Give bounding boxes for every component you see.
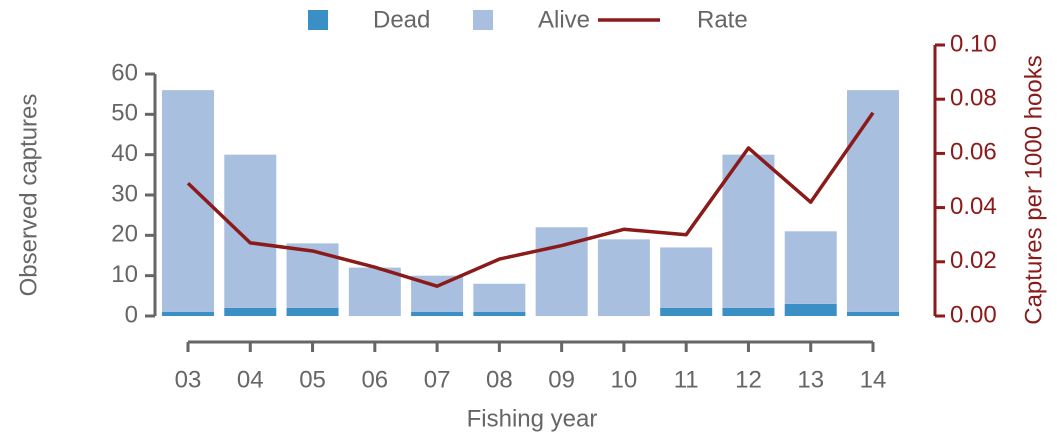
bar-segment xyxy=(847,90,899,312)
y2-tick-label: 0.04 xyxy=(950,193,997,220)
bar-segment xyxy=(224,154,277,308)
x-tick-label: 12 xyxy=(735,366,762,393)
bar-segment xyxy=(348,267,401,316)
y2-tick-label: 0.02 xyxy=(950,247,997,274)
bar-segment xyxy=(722,154,775,308)
bar-segment xyxy=(162,311,214,316)
bar-segment xyxy=(597,239,650,316)
y2-tick-label: 0.06 xyxy=(950,139,997,166)
y-tick-label: 40 xyxy=(111,140,138,167)
bar-segment xyxy=(660,247,713,308)
bar-segment xyxy=(784,303,837,316)
x-tick-label: 10 xyxy=(611,366,638,393)
x-tick-label: 09 xyxy=(548,366,575,393)
bar-segment xyxy=(224,307,277,316)
bar-segment xyxy=(286,307,339,316)
y-tick-label: 20 xyxy=(111,221,138,248)
legend-swatch xyxy=(308,10,328,30)
x-tick-label: 07 xyxy=(424,366,451,393)
x-tick-label: 14 xyxy=(860,366,887,393)
legend-swatch xyxy=(473,10,493,30)
bar-segment xyxy=(473,311,526,316)
bar-segment xyxy=(473,283,526,312)
legend-label: Rate xyxy=(697,6,748,33)
y2-tick-label: 0.10 xyxy=(950,30,997,57)
bar-segment xyxy=(660,307,713,316)
x-tick-label: 05 xyxy=(299,366,326,393)
x-tick-label: 04 xyxy=(237,366,264,393)
legend-label: Dead xyxy=(373,6,430,33)
bar-segment xyxy=(286,243,339,308)
bar-segment xyxy=(784,231,837,304)
y-tick-label: 0 xyxy=(125,301,138,328)
y2-axis-label: Captures per 1000 hooks xyxy=(1020,55,1047,325)
y-tick-label: 10 xyxy=(111,261,138,288)
x-tick-label: 11 xyxy=(674,366,699,393)
rate-line xyxy=(186,111,875,288)
y-tick-label: 30 xyxy=(111,180,138,207)
y-tick-label: 50 xyxy=(111,100,138,127)
x-tick-label: 08 xyxy=(486,366,513,393)
x-tick-label: 06 xyxy=(361,366,388,393)
legend-label: Alive xyxy=(538,6,590,33)
x-axis-label: Fishing year xyxy=(467,405,598,432)
bar-segment xyxy=(411,311,464,316)
bar-segment xyxy=(847,311,899,316)
y2-tick-label: 0.08 xyxy=(950,85,997,112)
y2-tick-label: 0.00 xyxy=(950,301,997,328)
y-axis-label: Observed captures xyxy=(15,94,42,297)
x-tick-label: 03 xyxy=(175,366,202,393)
x-tick-label: 13 xyxy=(797,366,824,393)
y-tick-label: 60 xyxy=(111,59,138,86)
bar-segment xyxy=(722,307,775,316)
